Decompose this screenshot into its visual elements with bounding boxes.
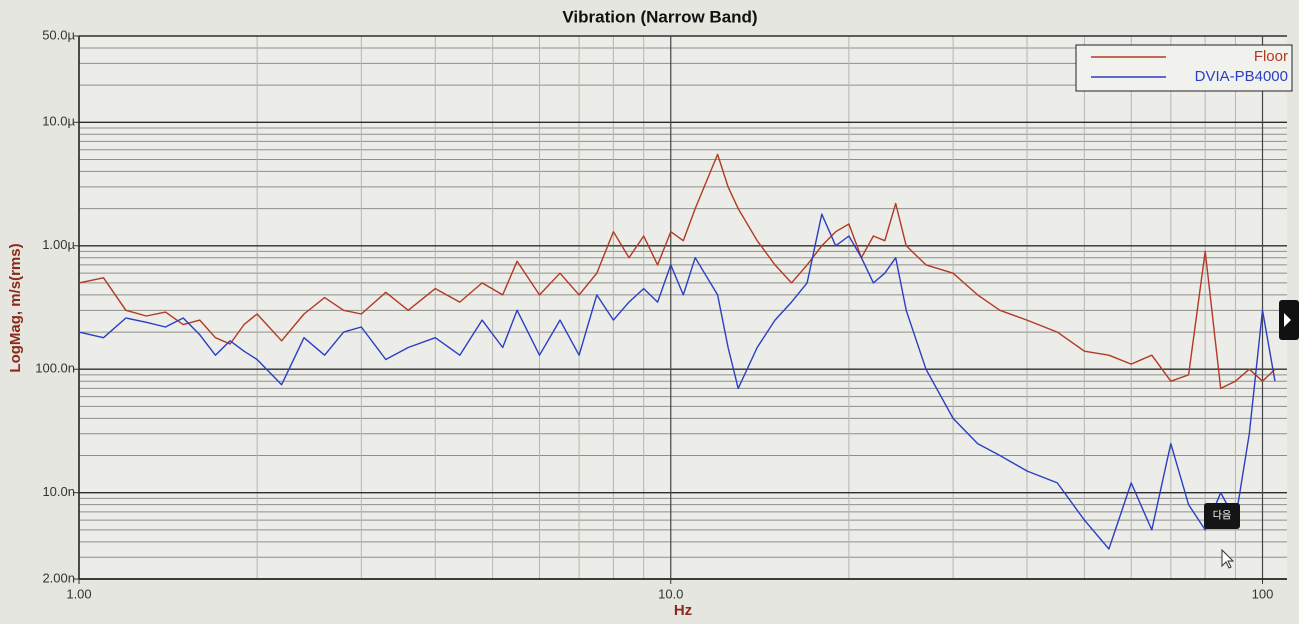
series-lines	[78, 153, 1276, 550]
series-line	[78, 153, 1276, 390]
x-axis-title: Hz	[674, 602, 692, 619]
plot-area	[79, 36, 1287, 579]
chart-title: Vibration (Narrow Band)	[562, 7, 757, 26]
legend-box	[1075, 44, 1293, 92]
y-tick-label: 10.0µ	[42, 114, 75, 129]
x-tick-label: 10.0	[658, 586, 683, 601]
cursor	[1221, 548, 1235, 569]
grid: 2.00n 10.0n 100.0n 1.00µ 10.0µ 50.0µ 1.00 10.0 1…	[35, 27, 1287, 601]
y-axis-title: LogMag, m/s(rms)	[7, 243, 24, 372]
tooltip: 다음	[1204, 503, 1240, 569]
y-tick-label: 10.0n	[42, 484, 75, 499]
series-line	[78, 213, 1276, 550]
x-tick-label: 1.00	[66, 586, 91, 601]
legend-label: Floor	[1254, 48, 1288, 65]
side-tab-arrow	[1284, 313, 1291, 327]
y-tick-label: 100.0n	[35, 361, 75, 376]
legend: Floor DVIA-PB4000	[1075, 44, 1293, 92]
x-tick-label: 100	[1252, 586, 1274, 601]
y-tick-label: 2.00n	[42, 570, 75, 585]
tooltip-box	[1204, 503, 1240, 529]
y-tick-label: 1.00µ	[42, 237, 75, 252]
tooltip-text: 다음	[1213, 510, 1231, 522]
legend-label: DVIA-PB4000	[1195, 68, 1288, 85]
y-tick-label: 50.0µ	[42, 27, 75, 42]
